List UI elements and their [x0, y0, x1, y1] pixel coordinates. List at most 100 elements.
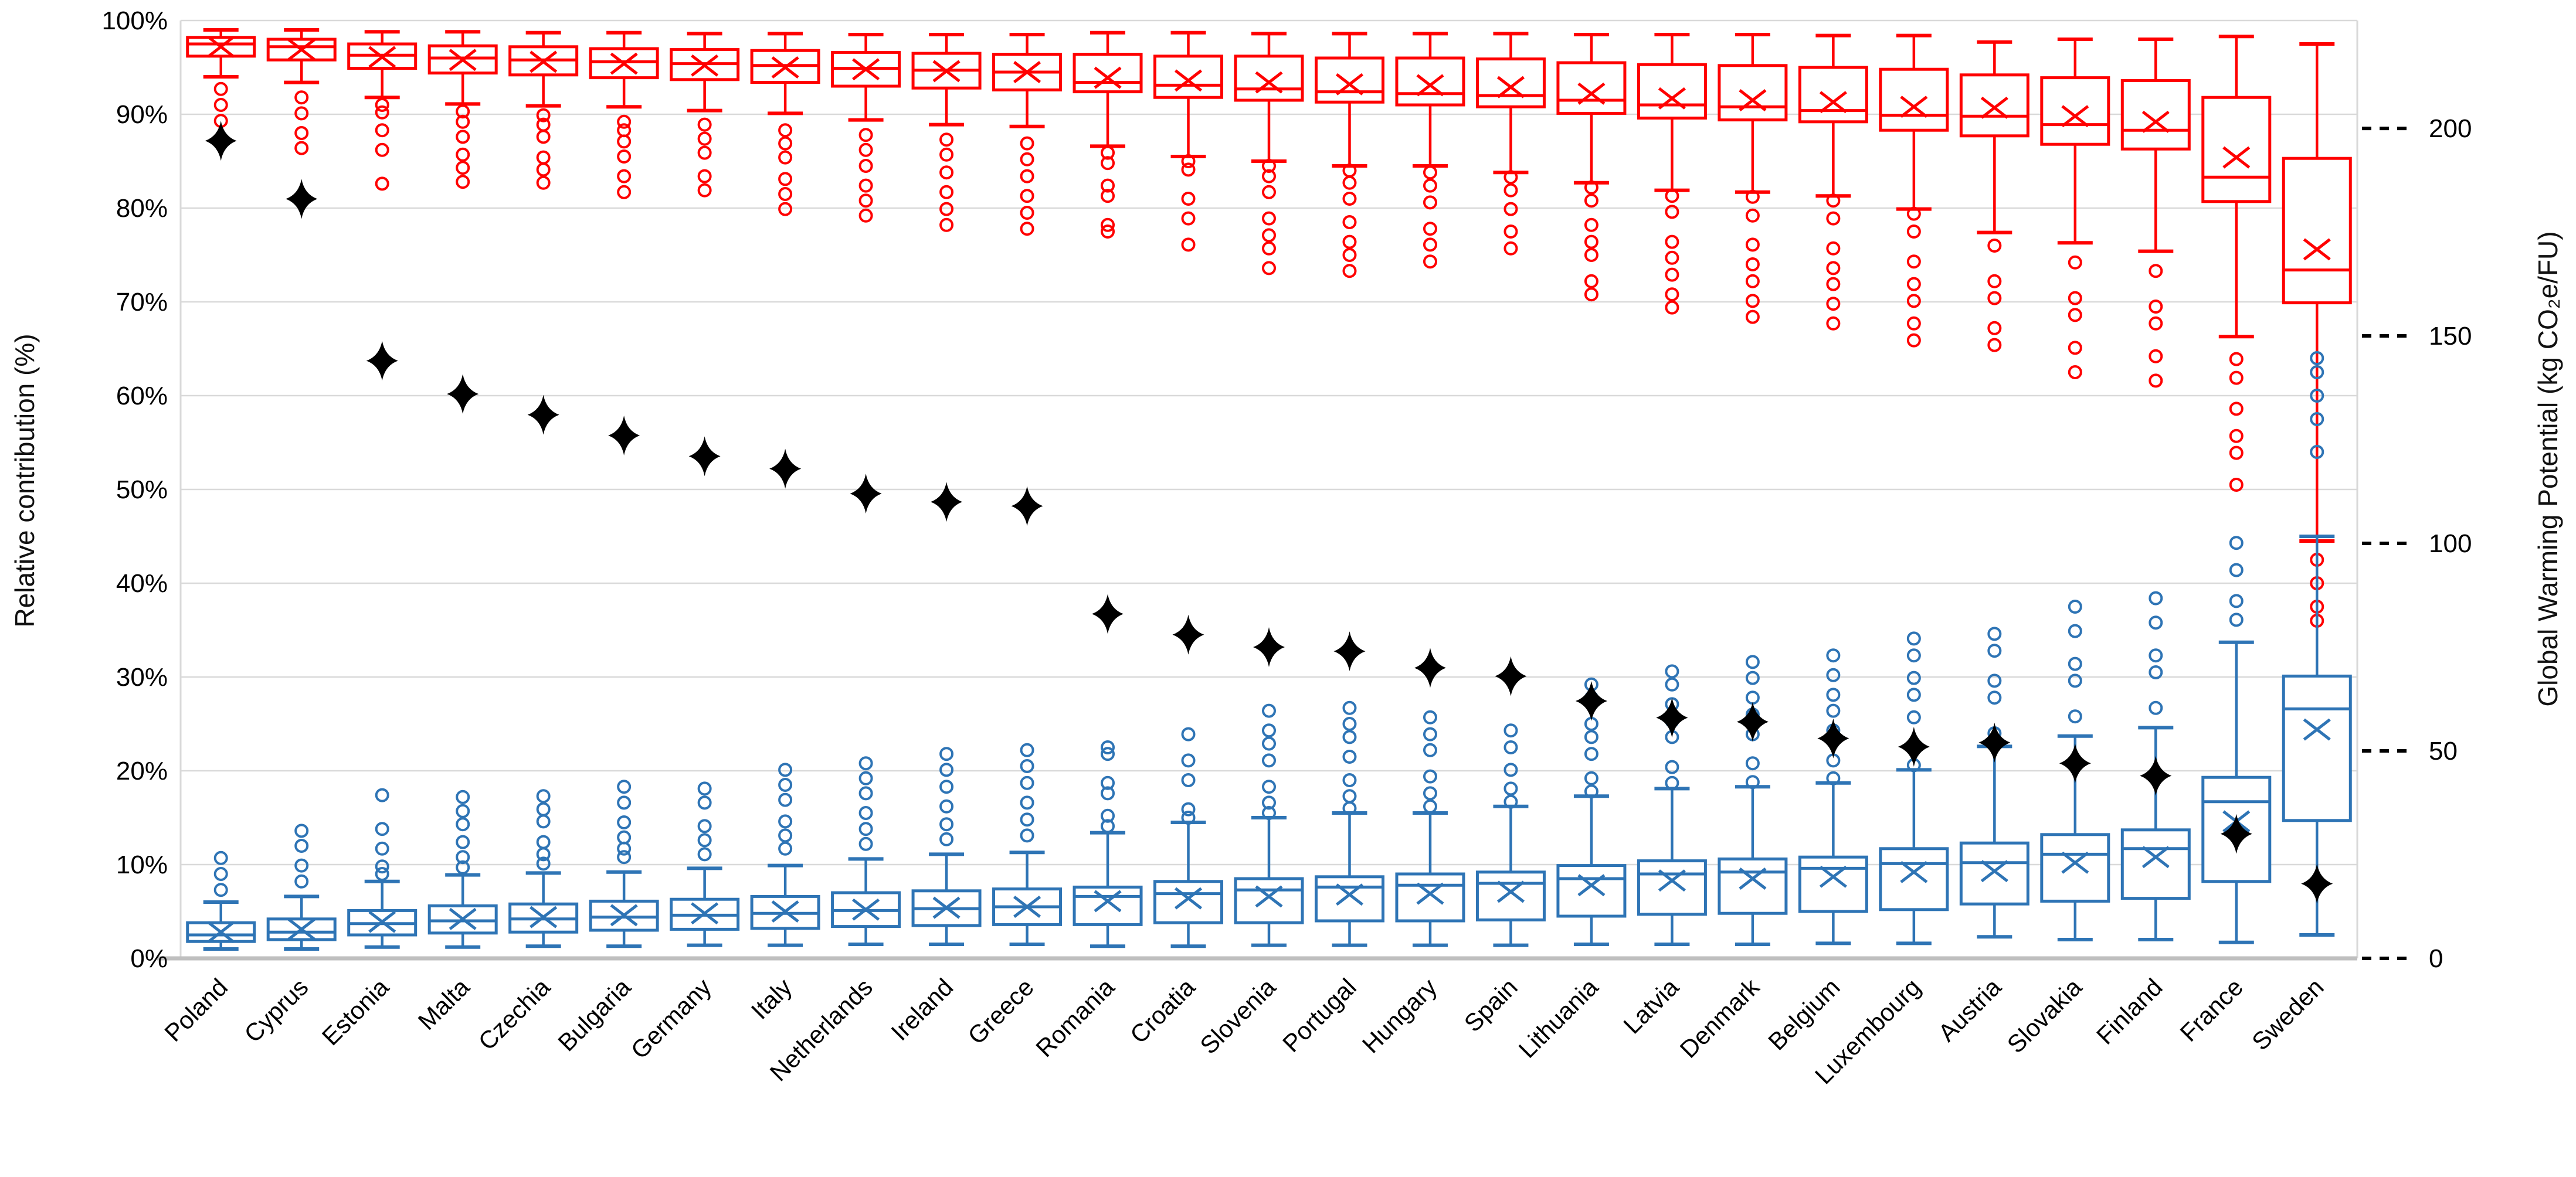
outlier-point — [375, 822, 389, 836]
x-tick-label: Greece — [962, 973, 1039, 1050]
outlier-point — [1745, 294, 1760, 308]
box — [1718, 64, 1788, 122]
outlier-point — [1020, 775, 1034, 790]
outlier-point — [617, 795, 632, 810]
outlier-point — [2068, 255, 2082, 270]
x-tick-label: Czechia — [473, 973, 555, 1056]
x-tick-label: Bulgaria — [552, 973, 636, 1057]
gwp-diamond-Poland — [205, 121, 237, 161]
box — [1879, 67, 1949, 132]
outlier-point — [1826, 668, 1841, 682]
outlier-point — [939, 185, 954, 199]
outlier-point — [536, 162, 551, 177]
outlier-point — [617, 830, 632, 845]
red-box-Romania — [1073, 30, 1143, 239]
outlier-point — [294, 141, 309, 155]
outlier-point — [2229, 402, 2244, 416]
x-tick-label: Poland — [159, 973, 233, 1047]
outlier-point — [697, 131, 712, 146]
red-box-Bulgaria — [589, 30, 659, 199]
x-tick-label: Austria — [1933, 973, 2007, 1047]
outlier-point — [939, 747, 954, 761]
gwp-diamond-Latvia — [1656, 698, 1688, 738]
gwp-diamond-Netherlands — [850, 474, 882, 514]
outlier-point — [536, 150, 551, 165]
box — [1959, 73, 2029, 138]
x-tick-label: Ireland — [885, 973, 958, 1046]
outlier-point — [1906, 333, 1921, 348]
outlier-point — [1101, 740, 1115, 754]
blue-box-Hungary — [1395, 710, 1465, 947]
x-tick-label: Slovakia — [2002, 973, 2088, 1059]
outlier-point — [2229, 563, 2244, 577]
gwp-diamond-Croatia — [1172, 614, 1204, 655]
blue-box-Bulgaria — [589, 780, 659, 948]
outlier-point — [2229, 445, 2244, 460]
y-tick-label-right: 150 — [2429, 322, 2472, 351]
outlier-point — [939, 799, 954, 814]
outlier-point — [939, 817, 954, 832]
outlier-point — [1342, 700, 1357, 715]
outlier-point — [1906, 710, 1921, 724]
outlier-point — [697, 819, 712, 834]
box — [2201, 96, 2272, 203]
red-box-Slovenia — [1234, 32, 1304, 275]
x-tick-label: Sweden — [2246, 973, 2329, 1056]
blue-box-Sweden — [2282, 351, 2352, 937]
outlier-point — [1020, 169, 1034, 183]
blue-box-Austria — [1959, 627, 2029, 939]
blue-box-Luxembourg — [1879, 631, 1949, 945]
x-tick-label: Germany — [626, 973, 717, 1064]
outlier-point — [1826, 703, 1841, 718]
outlier-point — [1181, 211, 1196, 226]
outlier-point — [1826, 297, 1841, 311]
outlier-point — [2229, 352, 2244, 366]
outlier-point — [1584, 217, 1598, 232]
outlier-point — [1745, 208, 1760, 223]
gwp-diamond-Luxembourg — [1898, 726, 1930, 767]
outlier-point — [858, 208, 873, 223]
outlier-point — [1987, 338, 2002, 352]
outlier-point — [1503, 170, 1518, 185]
outlier-point — [1906, 224, 1921, 239]
gwp-diamond-Romania — [1092, 594, 1124, 634]
gwp-diamond-Spain — [1495, 656, 1527, 696]
y-tick-label-left: 60% — [116, 382, 168, 410]
outlier-point — [1342, 730, 1357, 744]
outlier-point — [375, 123, 389, 138]
outlier-point — [1906, 648, 1921, 663]
red-box-Denmark — [1718, 33, 1788, 324]
outlier-point — [1584, 234, 1598, 249]
outlier-point — [1906, 631, 1921, 646]
outlier-point — [2310, 351, 2324, 365]
y-tick-label-left: 80% — [116, 194, 168, 223]
box — [1153, 880, 1224, 924]
box — [1879, 847, 1949, 911]
y-tick-label-left: 40% — [116, 569, 168, 598]
outlier-point — [1665, 189, 1679, 203]
outlier-point — [939, 147, 954, 162]
outlier-point — [375, 142, 389, 157]
outlier-point — [1423, 743, 1437, 757]
x-tick-label: Italy — [746, 973, 797, 1025]
blue-box-Spain — [1475, 723, 1546, 947]
outlier-point — [1423, 237, 1437, 252]
outlier-point — [1423, 165, 1437, 180]
outlier-point — [939, 132, 954, 147]
red-box-Estonia — [347, 30, 418, 191]
blue-box-Latvia — [1637, 664, 1707, 946]
blue-box-Poland — [186, 851, 256, 951]
box — [1153, 55, 1224, 99]
outlier-point — [2229, 370, 2244, 385]
outlier-point — [2068, 709, 2082, 724]
y-tick-label-right: 50 — [2429, 737, 2458, 766]
outlier-point — [536, 856, 551, 871]
box — [2282, 674, 2352, 822]
box — [1475, 57, 1546, 108]
box — [2040, 76, 2110, 146]
outlier-point — [1906, 206, 1921, 221]
outlier-point — [1262, 261, 1276, 275]
outlier-point — [1745, 775, 1760, 790]
gwp-diamond-Estonia — [366, 341, 398, 381]
outlier-point — [1020, 152, 1034, 166]
